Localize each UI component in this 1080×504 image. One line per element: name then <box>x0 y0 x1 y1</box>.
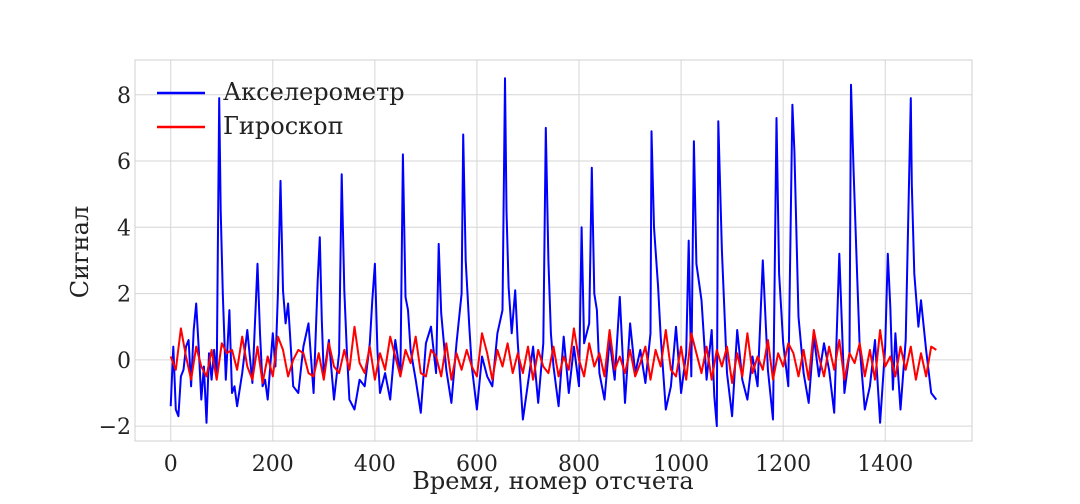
accelerometer-series-line <box>169 77 938 428</box>
x-tick-label: 400 <box>354 452 396 477</box>
y-axis-label: Сигнал <box>66 206 94 298</box>
x-tick-label: 800 <box>558 452 600 477</box>
x-tick-label: 600 <box>456 452 498 477</box>
x-tick-label: 1400 <box>857 452 913 477</box>
y-tick-label: 2 <box>117 283 131 308</box>
y-tick-labels: −2 0 2 4 6 8 <box>99 84 131 440</box>
legend-label-gyroscope: Гироскоп <box>223 112 344 140</box>
series-layer <box>169 77 938 428</box>
y-tick-label: 6 <box>117 150 131 175</box>
gyroscope-series-line <box>169 325 937 384</box>
legend-label-accelerometer: Акселерометр <box>223 78 405 106</box>
x-tick-label: 0 <box>164 452 178 477</box>
x-axis-label: Время, номер отсчета <box>412 467 693 495</box>
y-tick-label: −2 <box>99 415 131 440</box>
x-tick-label: 1200 <box>755 452 811 477</box>
x-tick-label: 200 <box>252 452 294 477</box>
legend: Акселерометр Гироскоп <box>157 78 405 140</box>
y-tick-label: 8 <box>117 84 131 109</box>
x-tick-label: 1000 <box>653 452 709 477</box>
y-tick-label: 4 <box>117 216 131 241</box>
y-tick-label: 0 <box>117 349 131 374</box>
plot-area-frame <box>134 59 973 442</box>
x-tick-labels: 0 200 400 600 800 1000 1200 1400 <box>164 452 914 477</box>
